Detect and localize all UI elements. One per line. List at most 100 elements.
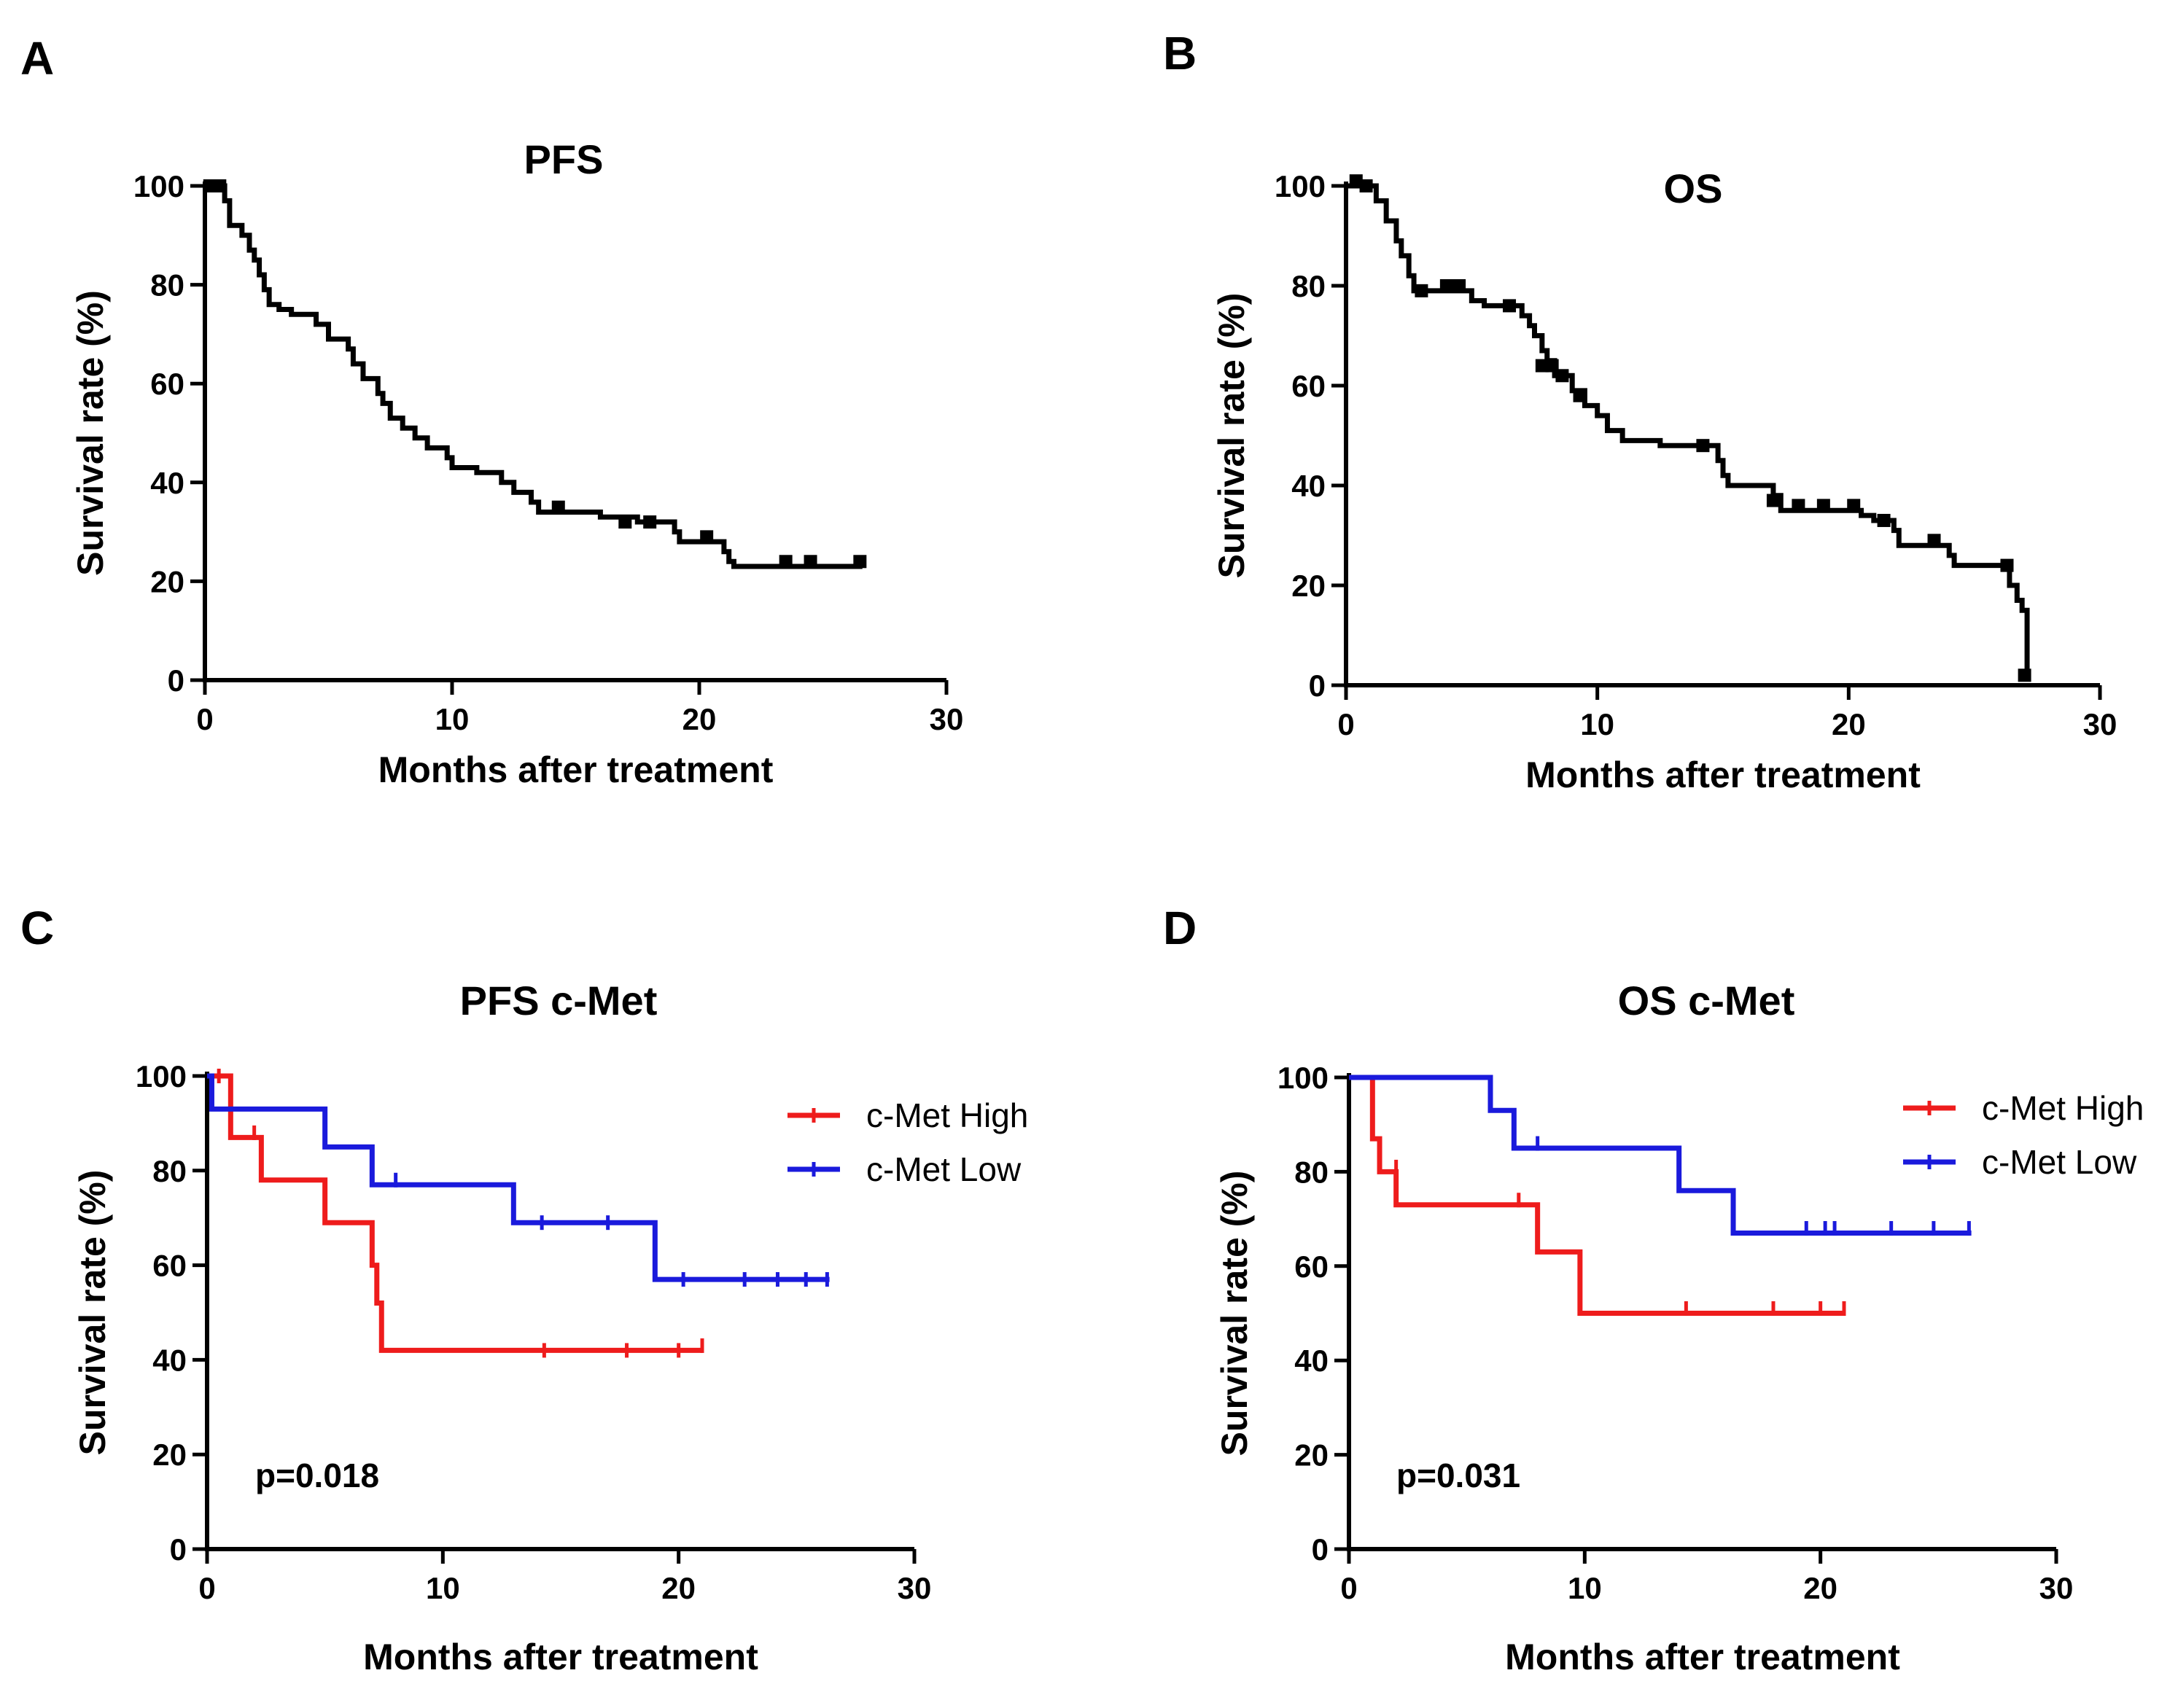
- x-tick-label: 0: [196, 702, 213, 736]
- legend-label: c-Met Low: [866, 1150, 1022, 1188]
- x-tick-label: 20: [1803, 1571, 1837, 1605]
- x-tick-label: 10: [426, 1571, 460, 1605]
- y-tick-label: 20: [1291, 569, 1326, 603]
- y-tick-label: 0: [1312, 1532, 1329, 1567]
- y-tick-label: 100: [1275, 169, 1326, 203]
- x-tick-label: 30: [2083, 707, 2117, 741]
- survival-curve-primary: [207, 1073, 702, 1353]
- survival-curve-secondary: [207, 1073, 830, 1282]
- y-tick-label: 40: [152, 1343, 187, 1377]
- p-value-annotation: p=0.018: [255, 1457, 379, 1494]
- x-axis-label: Months after treatment: [363, 1637, 758, 1677]
- y-tick-label: 40: [150, 466, 184, 500]
- panel-letter: D: [1163, 902, 1197, 954]
- censor-mark: [551, 500, 565, 514]
- y-tick-label: 20: [150, 564, 184, 598]
- censor-mark: [1535, 359, 1549, 373]
- censor-mark: [1439, 279, 1453, 292]
- y-tick-label: 80: [1294, 1155, 1329, 1189]
- censor-mark: [1927, 534, 1941, 547]
- y-tick-label: 0: [168, 663, 184, 698]
- y-tick-label: 60: [152, 1249, 187, 1283]
- panel-letter: A: [20, 32, 54, 85]
- x-tick-label: 30: [2039, 1571, 2074, 1605]
- censor-mark: [1555, 369, 1569, 383]
- y-axis-label: Survival rate (%): [72, 1170, 113, 1456]
- y-axis-label: Survival rate (%): [1214, 1171, 1255, 1457]
- chart-title: PFS c-Met: [460, 978, 658, 1023]
- y-tick-label: 0: [170, 1532, 187, 1567]
- y-tick-label: 60: [1294, 1249, 1329, 1284]
- x-tick-label: 30: [898, 1571, 932, 1605]
- y-tick-label: 60: [150, 367, 184, 401]
- censor-mark: [2000, 558, 2014, 572]
- legend-label: c-Met High: [1982, 1089, 2144, 1127]
- chart-panel-b: B OS 0 10 20 30 0 20 40 60 80 100 Months after treat…: [1163, 27, 2117, 795]
- y-tick-label: 20: [152, 1438, 187, 1472]
- censor-mark: [853, 555, 867, 569]
- y-tick-label: 40: [1291, 469, 1326, 503]
- x-tick-label: 20: [1832, 707, 1866, 741]
- censor-mark: [700, 530, 714, 544]
- censor-mark: [618, 515, 632, 529]
- censor-mark: [1573, 389, 1587, 402]
- y-tick-label: 0: [1309, 668, 1326, 703]
- x-axis-label: Months after treatment: [378, 749, 774, 790]
- legend-label: c-Met Low: [1982, 1143, 2137, 1181]
- censor-mark: [1452, 279, 1466, 292]
- censor-mark: [1877, 513, 1891, 527]
- chart-title: OS: [1664, 165, 1723, 211]
- censor-mark: [1349, 174, 1363, 188]
- chart-panel-c: C PFS c-Met 0 10 20 30 0 20 40 60 80 100 Months afte…: [20, 902, 1028, 1677]
- x-tick-label: 20: [682, 702, 717, 736]
- censor-mark: [1766, 494, 1780, 507]
- y-tick-label: 100: [1277, 1061, 1329, 1095]
- y-tick-label: 40: [1294, 1344, 1329, 1378]
- x-tick-label: 10: [1580, 707, 1614, 741]
- y-tick-label: 20: [1294, 1438, 1329, 1473]
- x-tick-label: 0: [1340, 1571, 1357, 1605]
- chart-panel-d: D OS c-Met 0 10 20 30 0 20 40 60 80 100 Months after…: [1163, 902, 2144, 1677]
- chart-title: PFS: [524, 136, 604, 182]
- x-tick-label: 10: [435, 702, 470, 736]
- censor-mark: [1359, 179, 1373, 192]
- x-tick-label: 0: [198, 1571, 215, 1605]
- censor-mark: [804, 555, 817, 569]
- chart-panel-a: A PFS 0 10 20 30 0 20 40 60 80 100 Months after trea…: [20, 32, 963, 790]
- censor-mark: [1545, 359, 1559, 373]
- y-tick-label: 80: [150, 268, 184, 303]
- x-tick-label: 30: [930, 702, 964, 736]
- censor-mark: [643, 515, 657, 529]
- y-axis-label: Survival rate (%): [1211, 293, 1252, 579]
- y-tick-label: 100: [136, 1059, 187, 1093]
- chart-title: OS c-Met: [1618, 978, 1795, 1023]
- censor-mark: [779, 555, 793, 569]
- y-tick-label: 80: [152, 1154, 187, 1188]
- x-tick-label: 0: [1337, 707, 1354, 741]
- y-axis-label: Survival rate (%): [70, 290, 111, 576]
- censor-mark: [1816, 499, 1830, 512]
- censor-mark: [213, 179, 227, 192]
- x-axis-label: Months after treatment: [1505, 1637, 1900, 1677]
- legend-label: c-Met High: [866, 1096, 1028, 1134]
- x-axis-label: Months after treatment: [1525, 754, 1921, 795]
- censor-mark: [1415, 284, 1428, 297]
- panel-letter: C: [20, 902, 54, 954]
- survival-curve-primary: [1367, 1075, 1844, 1316]
- survival-curve-primary: [205, 183, 863, 569]
- survival-curve-primary: [1346, 183, 2030, 681]
- x-tick-label: 10: [1568, 1571, 1602, 1605]
- x-tick-label: 20: [661, 1571, 696, 1605]
- panel-letter: B: [1163, 27, 1197, 79]
- survival-curve-secondary: [1349, 1075, 1972, 1236]
- censor-mark: [1503, 299, 1517, 313]
- p-value-annotation: p=0.031: [1396, 1457, 1520, 1494]
- y-tick-label: 80: [1291, 269, 1326, 303]
- censor-mark: [2018, 668, 2031, 682]
- y-tick-label: 60: [1291, 369, 1326, 403]
- censor-mark: [1696, 439, 1710, 453]
- censor-mark: [1847, 499, 1861, 512]
- censor-mark: [1792, 499, 1805, 512]
- y-tick-label: 100: [133, 169, 184, 203]
